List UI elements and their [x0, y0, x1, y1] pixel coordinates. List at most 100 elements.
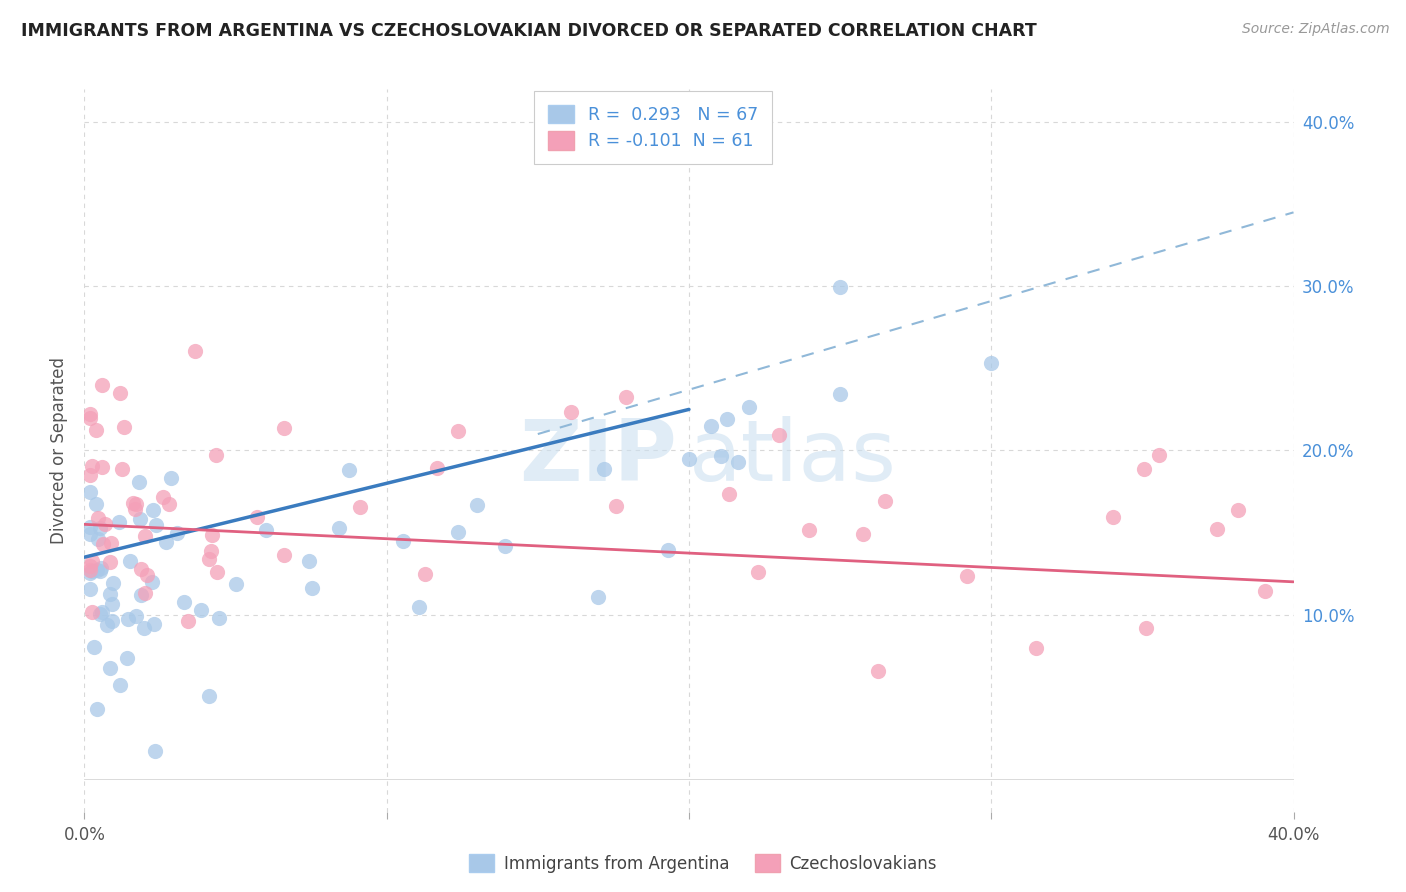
Point [447, 525, 470, 540]
Point [494, 539, 516, 553]
Point [84, 423, 107, 437]
Point [246, 509, 269, 524]
Point [101, 597, 124, 611]
Point [830, 387, 852, 401]
Point [91, 537, 114, 551]
Point [738, 400, 761, 414]
Point [155, 535, 177, 549]
Point [273, 548, 295, 562]
Point [710, 449, 733, 463]
Point [91, 459, 114, 474]
Point [128, 512, 150, 526]
Point [1101, 510, 1123, 524]
Point [100, 614, 122, 628]
Point [700, 418, 723, 433]
Point [605, 500, 627, 514]
Point [200, 544, 222, 558]
Point [86, 702, 108, 716]
Point [117, 612, 139, 626]
Point [143, 744, 166, 758]
Point [134, 621, 156, 635]
Point [100, 587, 122, 601]
Point [727, 455, 749, 469]
Point [90, 561, 112, 575]
Point [956, 569, 979, 583]
Point [125, 497, 148, 511]
Text: IMMIGRANTS FROM ARGENTINA VS CZECHOSLOVAKIAN DIVORCED OR SEPARATED CORRELATION C: IMMIGRANTS FROM ARGENTINA VS CZECHOSLOVA… [21, 22, 1036, 40]
Point [1025, 640, 1047, 655]
Text: atlas: atlas [689, 417, 897, 500]
Point [747, 565, 769, 579]
Point [87, 511, 110, 525]
Point [79, 407, 101, 421]
Point [190, 603, 212, 617]
Point [852, 527, 875, 541]
Point [301, 581, 323, 595]
Point [254, 523, 277, 537]
Point [157, 497, 180, 511]
Point [198, 689, 221, 703]
Point [1135, 621, 1157, 635]
Point [1147, 448, 1170, 462]
Point [166, 526, 188, 541]
Point [160, 471, 183, 485]
Point [79, 527, 101, 541]
Point [100, 661, 122, 675]
Point [142, 616, 165, 631]
Point [111, 461, 134, 475]
Point [413, 567, 436, 582]
Point [349, 500, 371, 514]
Point [89, 607, 111, 621]
Point [86, 563, 108, 577]
Point [101, 575, 124, 590]
Point [79, 468, 101, 483]
Point [80, 605, 103, 619]
Point [657, 542, 679, 557]
Point [392, 533, 415, 548]
Point [82, 564, 104, 578]
Legend: R =  0.293   N = 67, R = -0.101  N = 61: R = 0.293 N = 67, R = -0.101 N = 61 [534, 91, 772, 164]
Point [91, 378, 114, 392]
Point [93, 516, 115, 531]
Point [799, 524, 821, 538]
Point [145, 518, 167, 533]
Point [273, 421, 295, 435]
Point [80, 458, 103, 473]
Point [592, 462, 614, 476]
Point [173, 595, 195, 609]
Point [89, 564, 111, 578]
Point [134, 528, 156, 542]
Point [980, 356, 1002, 370]
Point [108, 386, 131, 401]
Point [873, 494, 896, 508]
Point [447, 424, 470, 438]
Point [1205, 522, 1227, 536]
Point [1227, 503, 1250, 517]
Point [83, 640, 105, 654]
Legend: Immigrants from Argentina, Czechoslovakians: Immigrants from Argentina, Czechoslovaki… [463, 847, 943, 880]
Point [830, 280, 852, 294]
Point [1254, 584, 1277, 599]
Point [87, 532, 110, 546]
Point [134, 585, 156, 599]
Y-axis label: Divorced or Separated: Divorced or Separated [51, 357, 69, 544]
Point [79, 563, 101, 577]
Point [79, 566, 101, 581]
Point [868, 665, 890, 679]
Point [129, 561, 152, 575]
Point [79, 411, 101, 425]
Point [152, 490, 174, 504]
Point [79, 484, 101, 499]
Point [201, 527, 224, 541]
Point [205, 448, 228, 462]
Point [1133, 461, 1156, 475]
Point [115, 651, 138, 665]
Point [114, 420, 136, 434]
Point [467, 498, 489, 512]
Point [100, 536, 122, 550]
Point [717, 487, 740, 501]
Point [89, 521, 111, 535]
Point [177, 614, 200, 628]
Point [96, 618, 118, 632]
Point [184, 344, 207, 359]
